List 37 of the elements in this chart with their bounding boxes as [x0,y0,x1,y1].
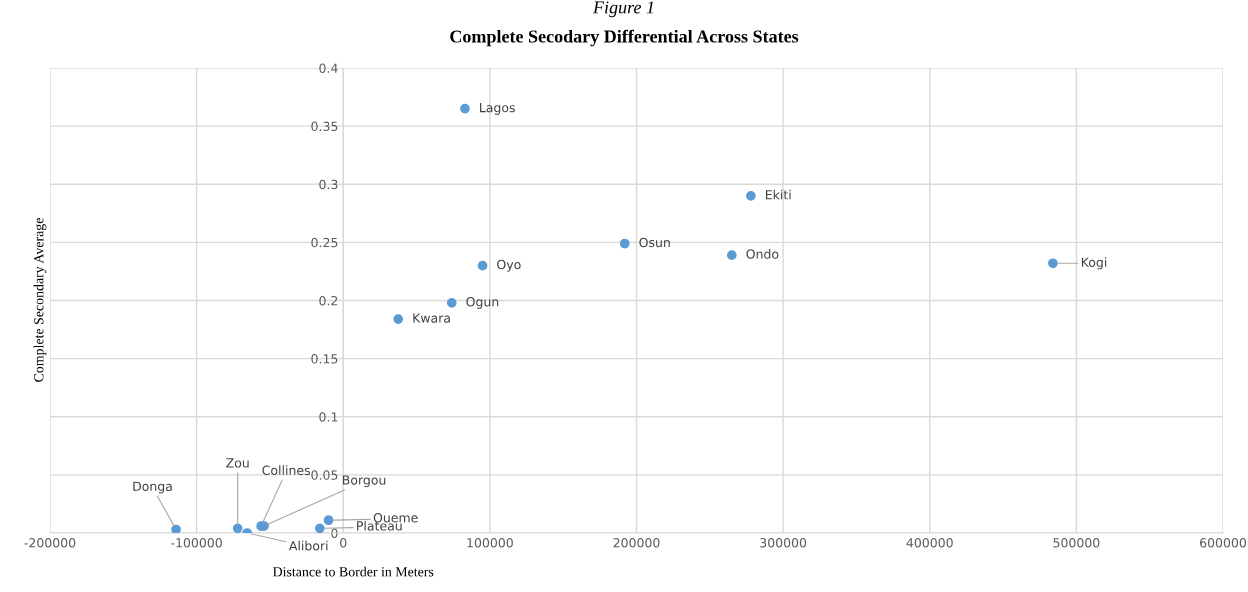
chart-title: Complete Secodary Differential Across States [450,29,799,47]
y-tick-label: 0.4 [319,63,338,73]
annotation: Oyo [497,259,521,272]
y-tick-label: 0.35 [311,121,338,132]
annotation: Ondo [746,249,779,259]
annotation: Donga [133,481,172,494]
annotation: Plateau [357,520,402,531]
annotation: Borgou [342,475,386,488]
x-tick-label: 200000 [613,538,660,548]
x-tick-label: 600000 [1200,538,1247,548]
y-tick-label: 0 [331,528,338,538]
x-tick-label: 0 [340,538,347,548]
x-axis-title: Distance to Border in Meters [273,566,434,577]
x-tick-label: -100000 [171,538,222,548]
annotation: Alibori [288,540,328,551]
x-tick-label: -200000 [24,538,76,548]
y-tick-label: 0.3 [319,179,338,190]
annotation: Zou [226,458,249,468]
x-tick-label: 300000 [760,538,807,548]
y-tick-label: 0.15 [311,354,338,364]
caption: Figure 1 [592,1,654,18]
annotation: Kwara [413,313,450,323]
annotation: Ekiti [765,189,791,200]
x-tick-label: 100000 [467,538,513,548]
annotation: Ogun [466,297,499,309]
y-axis-title: Complete Secondary Average [33,218,47,382]
y-tick-label: 0.05 [311,470,338,480]
annotation: Kogi [1081,257,1107,270]
x-tick-label: 400000 [906,538,953,548]
annotation: Lagos [480,103,515,115]
y-tick-label: 0.1 [319,412,338,422]
annotation: Collines [262,465,310,475]
y-tick-label: 0.2 [319,295,338,306]
y-tick-label: 0.25 [311,237,338,248]
x-tick-label: 500000 [1053,538,1100,548]
annotation: Osun [639,237,670,248]
annotation: Oueme [373,513,418,523]
